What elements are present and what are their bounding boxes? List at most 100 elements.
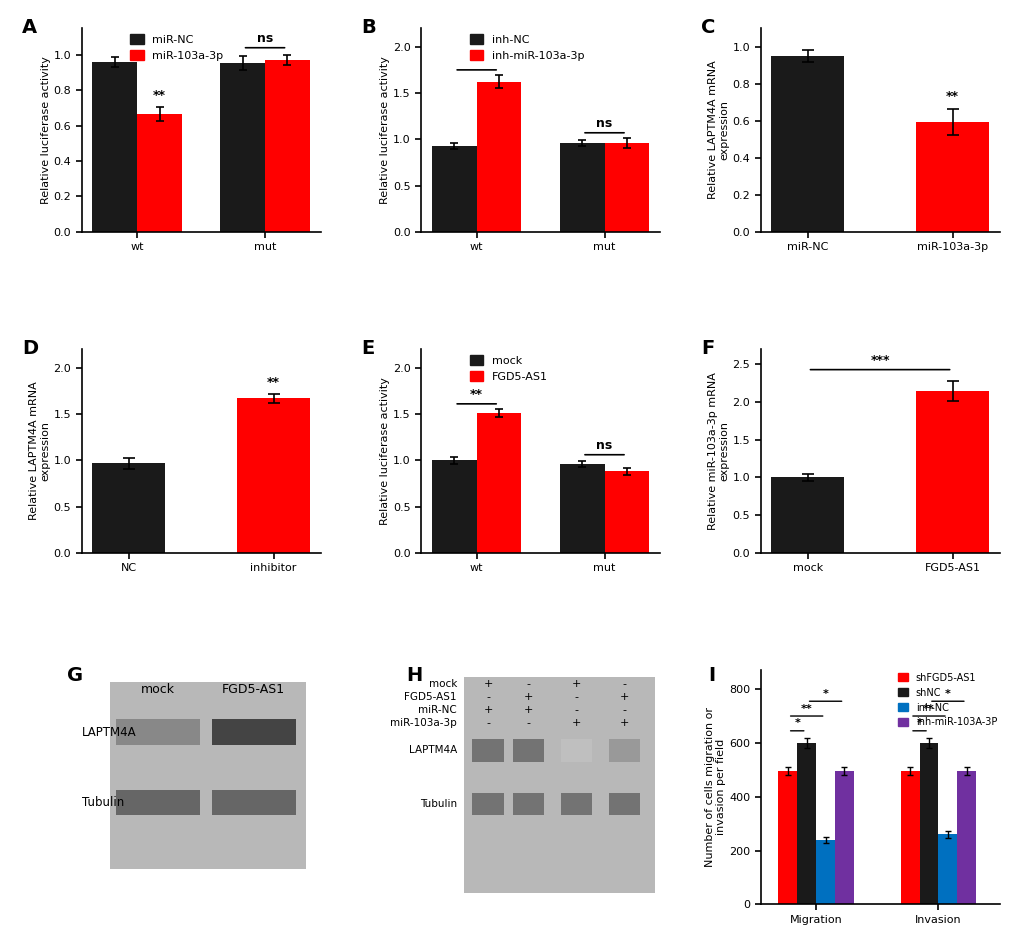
Bar — [900, 771, 919, 904]
Bar — [93, 62, 138, 232]
Text: I: I — [707, 666, 714, 685]
Text: +: + — [572, 679, 581, 690]
Text: miR-103a-3p: miR-103a-3p — [390, 718, 457, 728]
Legend: shFGD5-AS1, shNC, inh-NC, inh-miR-103A-3P: shFGD5-AS1, shNC, inh-NC, inh-miR-103A-3… — [898, 673, 997, 727]
Text: miR-NC: miR-NC — [418, 705, 457, 715]
Text: LAPTM4A: LAPTM4A — [409, 745, 457, 755]
Bar — [915, 122, 987, 232]
Bar — [513, 793, 544, 816]
Text: +: + — [483, 679, 492, 690]
Text: ns: ns — [596, 118, 612, 130]
Bar — [608, 793, 639, 816]
Text: D: D — [21, 339, 38, 358]
Text: -: - — [526, 679, 530, 690]
Text: +: + — [524, 692, 533, 702]
Text: LAPTM4A: LAPTM4A — [82, 726, 137, 739]
Bar — [116, 720, 200, 745]
Text: -: - — [574, 705, 578, 715]
Bar — [835, 771, 853, 904]
Bar — [464, 677, 655, 893]
Bar — [560, 793, 591, 816]
Text: **: ** — [945, 90, 958, 104]
Y-axis label: Relative luciferase activity: Relative luciferase activity — [41, 57, 51, 204]
Text: +: + — [619, 692, 629, 702]
Legend: mock, FGD5-AS1: mock, FGD5-AS1 — [469, 355, 547, 382]
Text: **: ** — [922, 704, 934, 714]
Text: H: H — [407, 666, 423, 685]
Text: +: + — [483, 705, 492, 715]
Bar — [770, 478, 843, 553]
Text: **: ** — [470, 388, 483, 401]
Bar — [559, 143, 604, 232]
Bar — [431, 461, 476, 553]
Text: -: - — [622, 705, 626, 715]
Text: G: G — [67, 666, 84, 685]
Y-axis label: Relative luciferase activity: Relative luciferase activity — [380, 377, 389, 525]
Bar — [93, 463, 165, 553]
Text: C: C — [700, 18, 714, 37]
Bar — [138, 114, 181, 232]
Text: -: - — [526, 718, 530, 728]
Bar — [237, 398, 310, 553]
Bar — [604, 143, 649, 232]
Bar — [212, 789, 296, 816]
Text: ***: *** — [869, 354, 889, 367]
Bar — [116, 789, 200, 816]
Bar — [212, 720, 296, 745]
Bar — [265, 60, 310, 232]
Bar — [957, 771, 975, 904]
Text: B: B — [361, 18, 376, 37]
Bar — [815, 839, 835, 904]
Bar — [559, 464, 604, 553]
Y-axis label: Relative luciferase activity: Relative luciferase activity — [380, 57, 389, 204]
Bar — [777, 771, 797, 904]
Text: -: - — [485, 692, 489, 702]
Text: -: - — [622, 679, 626, 690]
Text: -: - — [574, 692, 578, 702]
Text: -: - — [485, 718, 489, 728]
Text: FGD5-AS1: FGD5-AS1 — [222, 683, 285, 695]
Text: *: * — [916, 719, 921, 728]
Bar — [476, 414, 521, 553]
Text: *: * — [822, 689, 827, 699]
Bar — [937, 835, 957, 904]
Text: +: + — [524, 705, 533, 715]
Bar — [110, 682, 306, 869]
Text: FGD5-AS1: FGD5-AS1 — [404, 692, 457, 702]
Text: mock: mock — [141, 683, 175, 695]
Bar — [472, 793, 503, 816]
Bar — [797, 743, 815, 904]
Text: +: + — [619, 718, 629, 728]
Y-axis label: Relative miR-103a-3p mRNA
expression: Relative miR-103a-3p mRNA expression — [707, 372, 729, 530]
Bar — [604, 471, 649, 553]
Text: mock: mock — [428, 679, 457, 690]
Text: ns: ns — [596, 439, 612, 452]
Bar — [220, 63, 265, 232]
Bar — [431, 146, 476, 232]
Text: **: ** — [800, 704, 812, 714]
Legend: inh-NC, inh-miR-103a-3p: inh-NC, inh-miR-103a-3p — [469, 34, 584, 61]
Bar — [513, 739, 544, 761]
Bar — [608, 739, 639, 761]
Bar — [770, 56, 843, 232]
Text: ns: ns — [257, 32, 273, 45]
Text: *: * — [944, 689, 950, 699]
Text: **: ** — [153, 89, 166, 102]
Y-axis label: Relative LAPTM4A mRNA
expression: Relative LAPTM4A mRNA expression — [707, 60, 729, 200]
Text: **: ** — [470, 55, 483, 68]
Bar — [560, 739, 591, 761]
Text: *: * — [794, 719, 799, 728]
Bar — [476, 82, 521, 232]
Bar — [915, 391, 987, 553]
Text: A: A — [21, 18, 37, 37]
Y-axis label: Relative LAPTM4A mRNA
expression: Relative LAPTM4A mRNA expression — [29, 382, 51, 520]
Legend: miR-NC, miR-103a-3p: miR-NC, miR-103a-3p — [130, 34, 223, 61]
Text: Tubulin: Tubulin — [420, 799, 457, 809]
Text: Tubulin: Tubulin — [82, 796, 123, 809]
Bar — [919, 743, 937, 904]
Text: E: E — [361, 339, 374, 358]
Text: F: F — [700, 339, 713, 358]
Bar — [472, 739, 503, 761]
Text: +: + — [572, 718, 581, 728]
Text: **: ** — [267, 376, 280, 389]
